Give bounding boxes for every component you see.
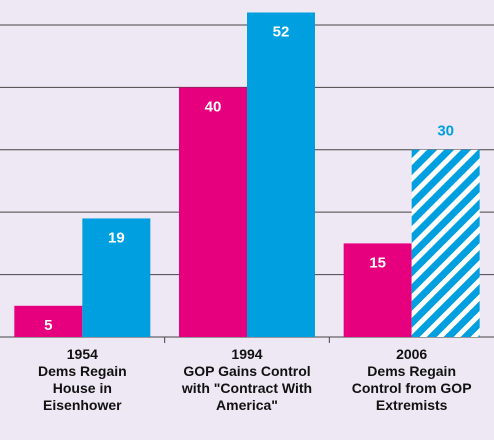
x-tick-label: 1954 Dems Regain House in Eisenhower bbox=[37, 346, 127, 413]
value-label: 30 bbox=[437, 123, 454, 140]
bar bbox=[247, 12, 315, 338]
bar bbox=[411, 149, 480, 337]
x-tick-label: 1994 GOP Gains Control with "Contract Wi… bbox=[181, 346, 313, 413]
bar bbox=[343, 243, 412, 337]
value-label: 40 bbox=[205, 98, 222, 115]
value-label: 5 bbox=[44, 317, 52, 334]
bar bbox=[82, 218, 151, 337]
value-label: 19 bbox=[108, 229, 125, 246]
bar bbox=[14, 305, 83, 337]
value-label: 52 bbox=[273, 23, 290, 40]
x-tick-label: 2006 Dems Regain Control from GOP Extrem… bbox=[351, 346, 472, 413]
value-label: 15 bbox=[369, 254, 386, 271]
bar bbox=[179, 87, 247, 338]
